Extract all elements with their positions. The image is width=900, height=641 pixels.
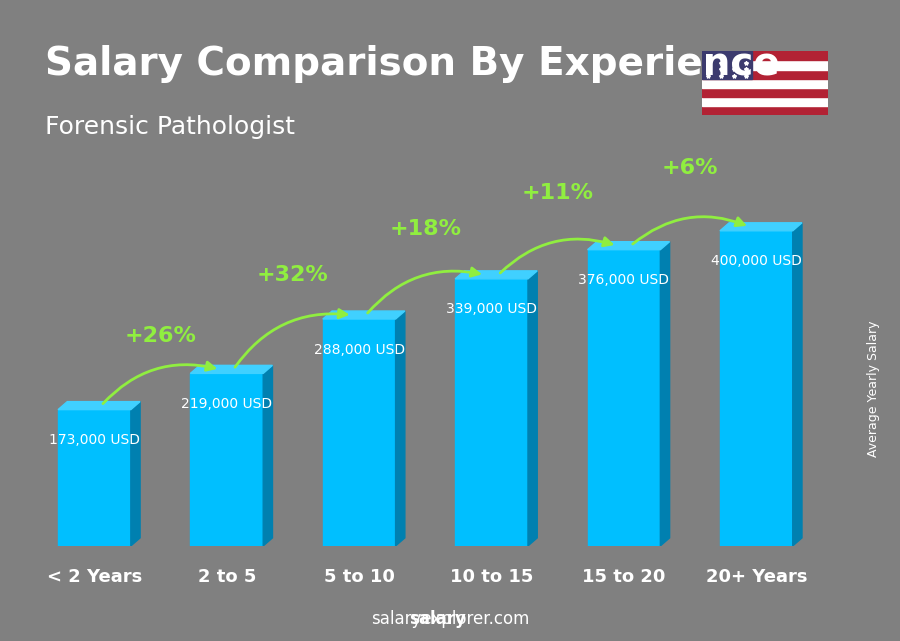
Text: 400,000 USD: 400,000 USD	[711, 254, 802, 269]
Polygon shape	[793, 223, 802, 546]
Text: +26%: +26%	[125, 326, 196, 345]
Text: 339,000 USD: 339,000 USD	[446, 303, 537, 317]
Bar	[58, 410, 130, 546]
Bar	[702, 106, 828, 115]
Text: 219,000 USD: 219,000 USD	[181, 397, 273, 411]
Polygon shape	[263, 365, 273, 546]
Text: 173,000 USD: 173,000 USD	[49, 433, 140, 447]
Text: 10 to 15: 10 to 15	[450, 568, 534, 586]
Text: +32%: +32%	[257, 265, 328, 285]
Text: salary: salary	[410, 610, 466, 628]
Text: +18%: +18%	[390, 219, 462, 238]
Bar	[323, 319, 396, 546]
Polygon shape	[130, 402, 140, 546]
Polygon shape	[396, 311, 405, 546]
Text: 15 to 20: 15 to 20	[582, 568, 666, 586]
Polygon shape	[720, 223, 802, 231]
Text: salaryexplorer.com: salaryexplorer.com	[371, 610, 529, 628]
Bar	[702, 88, 828, 97]
Bar	[702, 79, 828, 88]
Polygon shape	[191, 365, 273, 374]
Polygon shape	[528, 271, 537, 546]
Text: < 2 Years: < 2 Years	[47, 568, 142, 586]
Text: 5 to 10: 5 to 10	[324, 568, 394, 586]
Bar	[455, 279, 528, 546]
Text: 288,000 USD: 288,000 USD	[313, 343, 405, 356]
Text: +11%: +11%	[522, 183, 594, 203]
Text: +6%: +6%	[662, 158, 718, 178]
Bar	[588, 250, 661, 546]
Polygon shape	[588, 242, 670, 250]
Polygon shape	[455, 271, 537, 279]
Text: Average Yearly Salary: Average Yearly Salary	[867, 320, 879, 457]
Polygon shape	[661, 242, 670, 546]
Text: 20+ Years: 20+ Years	[706, 568, 807, 586]
Polygon shape	[323, 311, 405, 319]
Bar	[702, 60, 828, 70]
Bar	[702, 70, 828, 79]
Bar	[702, 51, 828, 60]
Polygon shape	[58, 402, 140, 410]
Text: 2 to 5: 2 to 5	[198, 568, 256, 586]
Bar	[720, 231, 793, 546]
Text: Salary Comparison By Experience: Salary Comparison By Experience	[45, 45, 779, 83]
Bar	[191, 374, 263, 546]
Text: Forensic Pathologist: Forensic Pathologist	[45, 115, 295, 139]
Text: 376,000 USD: 376,000 USD	[579, 273, 670, 287]
Bar	[702, 97, 828, 106]
Bar	[702, 51, 752, 79]
